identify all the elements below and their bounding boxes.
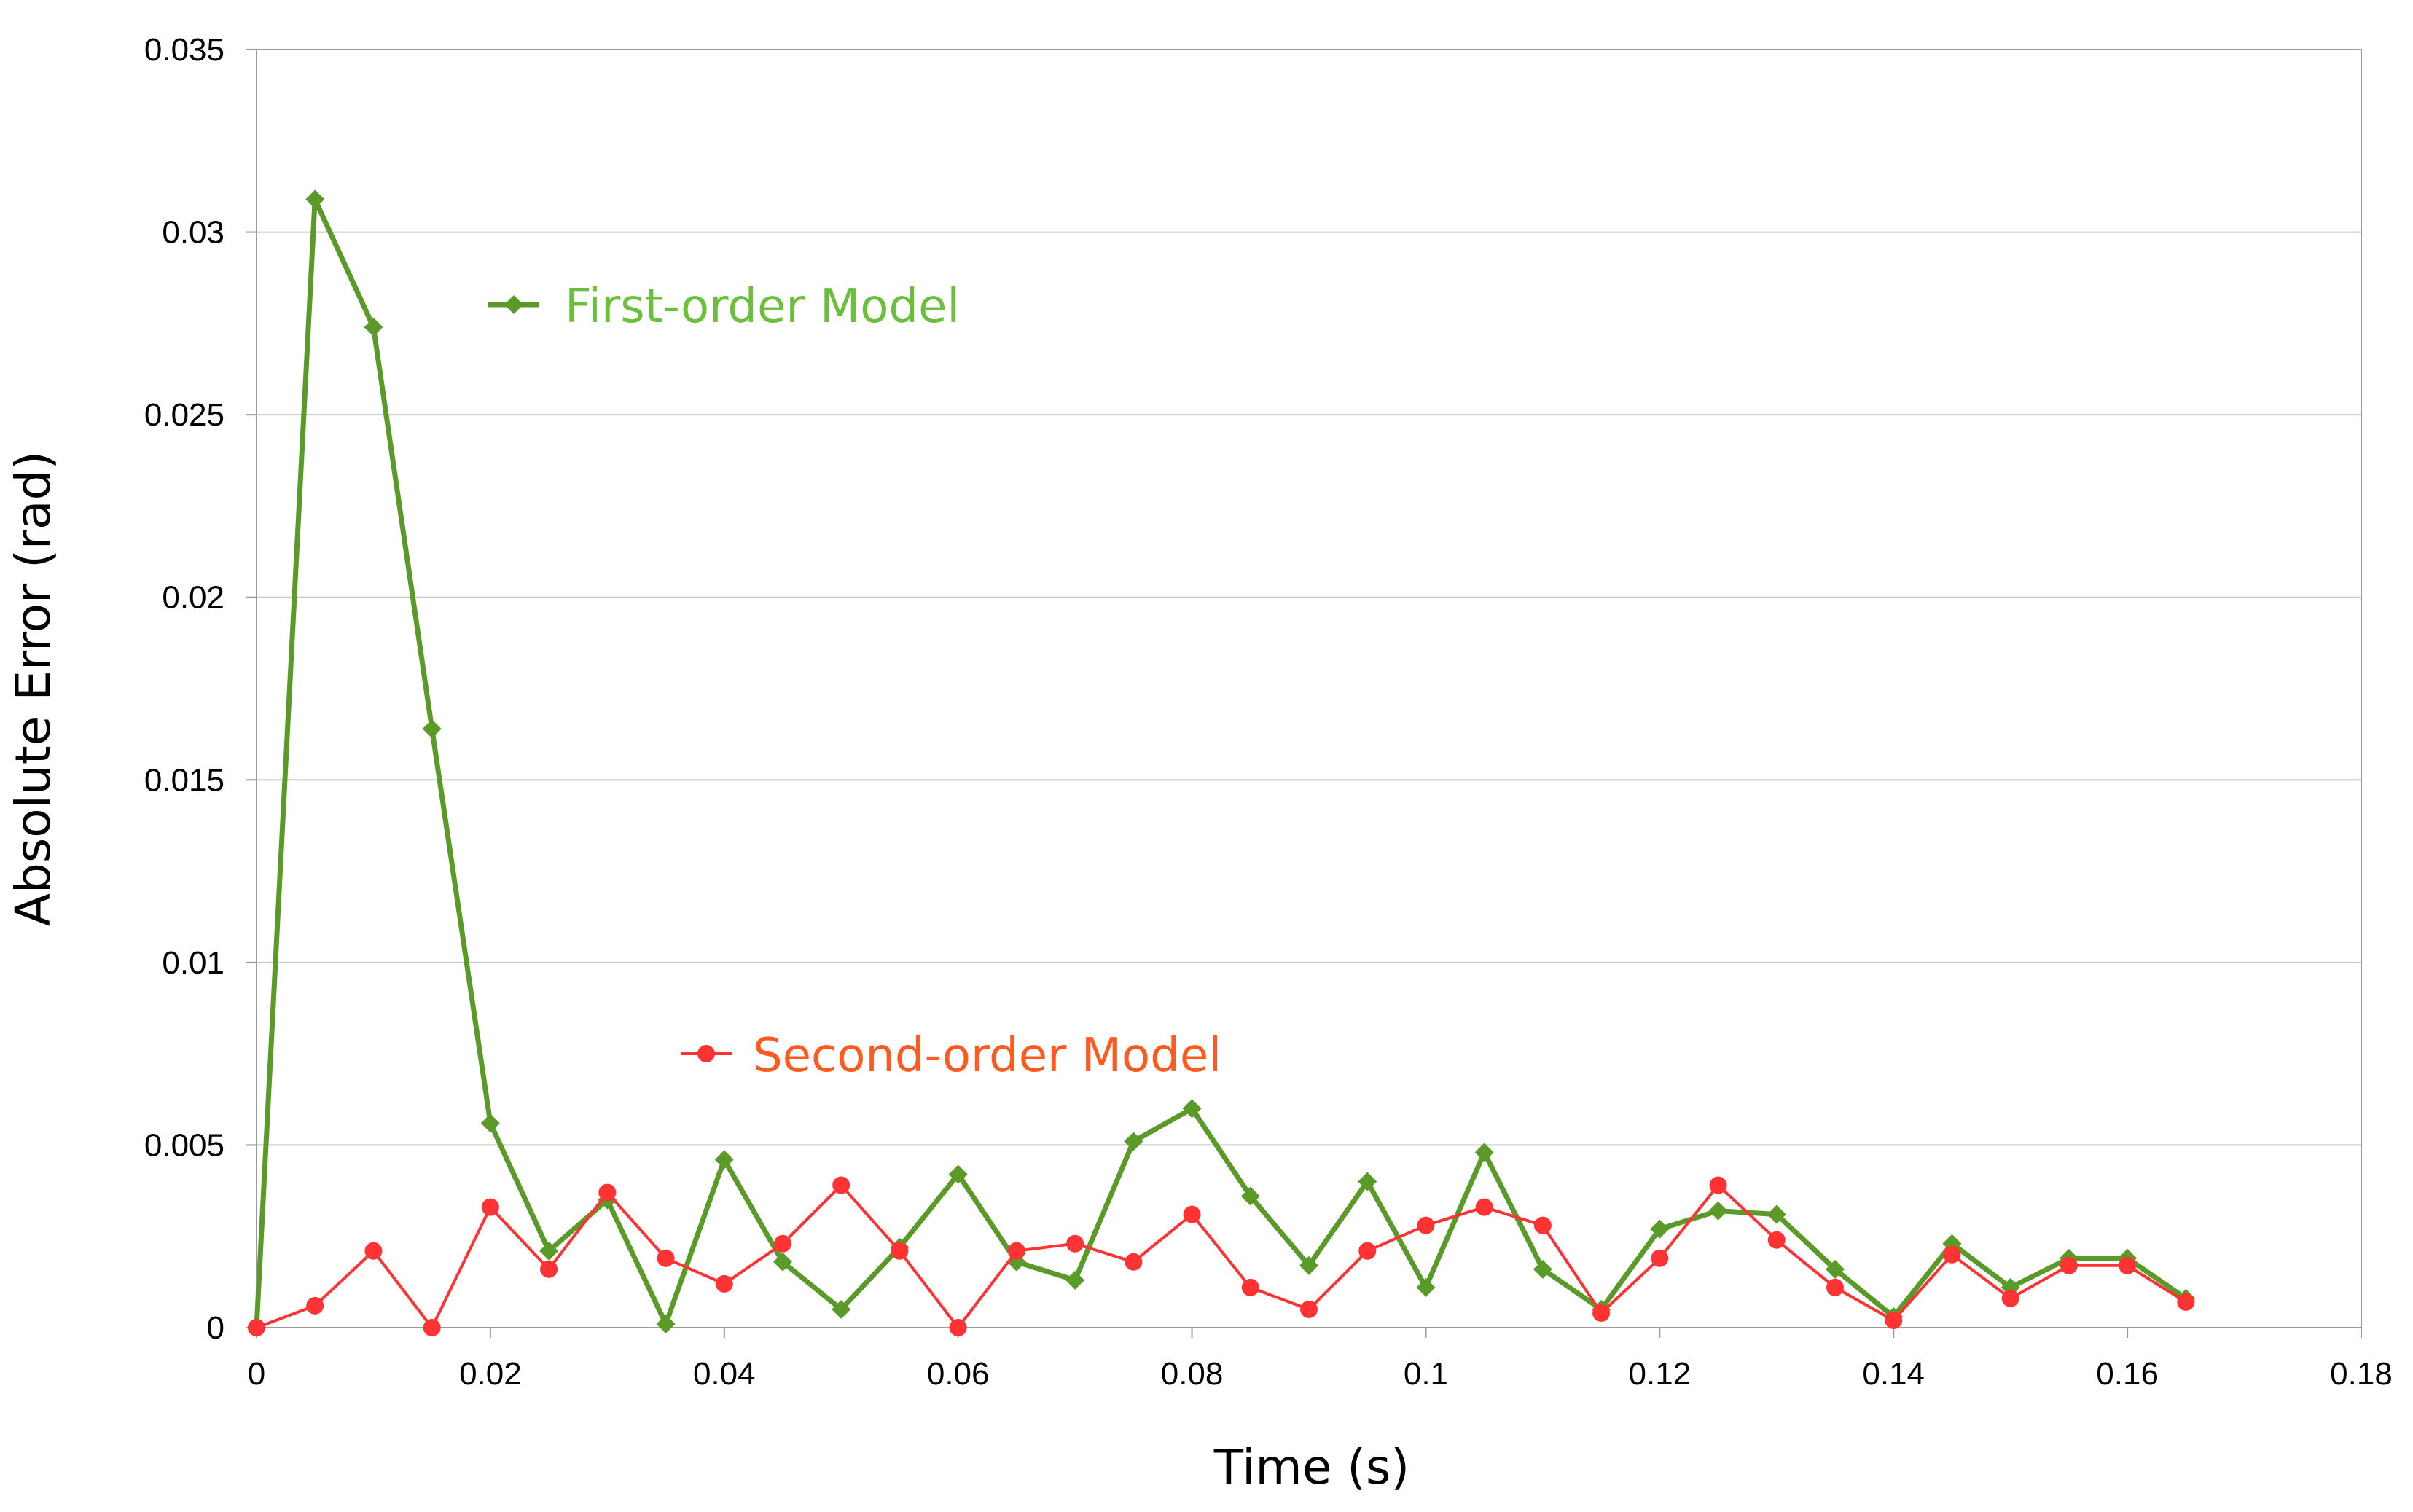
data-point (949, 1319, 967, 1336)
y-tick-label: 0.01 (162, 945, 224, 981)
x-tick-label: 0.12 (1629, 1356, 1692, 1392)
data-point (1826, 1259, 1845, 1279)
x-tick-label: 0.16 (2096, 1356, 2159, 1392)
data-point (715, 1274, 733, 1293)
legend-entry-1: First-order Model (488, 280, 960, 334)
x-tick-label: 0.06 (927, 1356, 990, 1392)
y-tick-labels: 0 0.005 0.01 0.015 0.02 0.025 0.03 0.035 (144, 32, 224, 1346)
data-point (1125, 1253, 1143, 1271)
data-point (657, 1249, 675, 1267)
data-point (364, 317, 383, 337)
data-point (2119, 1256, 2137, 1274)
y-tick-label: 0.025 (144, 397, 224, 433)
axes (246, 49, 2362, 1338)
data-point (2177, 1293, 2195, 1311)
x-tick-label: 0.1 (1404, 1356, 1448, 1392)
data-point (832, 1176, 850, 1194)
data-point (481, 1198, 499, 1216)
data-point (1007, 1242, 1025, 1260)
data-point (1767, 1204, 1786, 1224)
data-point (1475, 1198, 1493, 1216)
data-point (1826, 1278, 1844, 1296)
data-point (1183, 1205, 1201, 1223)
data-point (1474, 1143, 1494, 1162)
y-tick-label: 0.035 (144, 32, 224, 68)
data-point (540, 1260, 558, 1278)
data-point (1709, 1176, 1727, 1194)
y-tick-label: 0.03 (162, 215, 224, 251)
legend-marker (504, 295, 523, 314)
data-point (539, 1241, 559, 1261)
x-tick-label: 0.04 (693, 1356, 756, 1392)
data-point (598, 1183, 617, 1202)
x-tick-label: 0.02 (459, 1356, 522, 1392)
data-point (1300, 1300, 1318, 1318)
x-tick-labels: 0 0.02 0.04 0.06 0.08 0.1 0.12 0.14 0.16 0.18 (248, 1356, 2393, 1392)
series-group (247, 189, 2196, 1337)
data-point (1885, 1311, 1903, 1329)
series-line (256, 1183, 2187, 1329)
legend-marker (697, 1045, 715, 1062)
plot-area-frame (256, 49, 2362, 1328)
data-point (1417, 1216, 1435, 1234)
data-point (948, 1164, 968, 1184)
data-point (774, 1234, 791, 1253)
data-point (1124, 1132, 1143, 1151)
data-point (1182, 1099, 1202, 1119)
data-point (1241, 1278, 1259, 1296)
legend-label: First-order Model (565, 280, 960, 334)
data-point (1650, 1219, 1670, 1239)
data-point (773, 1252, 792, 1272)
series-line (254, 197, 2188, 1328)
data-point (1943, 1245, 1961, 1264)
data-point (1066, 1234, 1084, 1253)
data-point (891, 1242, 909, 1260)
data-point (305, 189, 325, 209)
data-point (1358, 1172, 1377, 1191)
data-point (423, 1319, 441, 1336)
data-point (1708, 1201, 1728, 1221)
x-axis-title: Time (s) (1213, 1439, 1409, 1495)
legend-label: Second-order Model (753, 1029, 1221, 1083)
data-point (1651, 1249, 1669, 1267)
data-point (1767, 1231, 1786, 1249)
data-point (832, 1299, 851, 1319)
x-tick-label: 0.14 (1862, 1356, 1925, 1392)
data-point (1065, 1270, 1085, 1290)
y-tick-label: 0.02 (162, 580, 224, 616)
y-tick-label: 0.005 (144, 1127, 224, 1163)
data-point (306, 1296, 324, 1315)
data-point (2001, 1289, 2019, 1307)
legend: First-order Model Second-order Model (488, 280, 1221, 1083)
y-tick-label: 0 (207, 1310, 224, 1346)
data-point (422, 719, 442, 739)
x-tick-label: 0 (248, 1356, 265, 1392)
data-point (1533, 1259, 1552, 1279)
data-point (480, 1113, 500, 1133)
x-tick-label: 0.18 (2330, 1356, 2393, 1392)
data-point (1533, 1216, 1552, 1234)
data-point (656, 1314, 676, 1333)
data-point (1299, 1256, 1318, 1275)
data-point (248, 1319, 265, 1336)
y-axis-title: Absolute Error (rad) (5, 451, 61, 926)
data-point (1358, 1242, 1377, 1260)
series-2 (248, 1176, 2195, 1336)
data-point (1240, 1186, 1260, 1206)
data-point (2060, 1256, 2078, 1274)
y-tick-label: 0.015 (144, 762, 224, 798)
data-point (364, 1242, 383, 1260)
legend-entry-2: Second-order Model (681, 1029, 1221, 1083)
data-point (1592, 1304, 1611, 1322)
data-point (714, 1150, 734, 1170)
data-point (1416, 1277, 1436, 1297)
x-tick-label: 0.08 (1161, 1356, 1224, 1392)
